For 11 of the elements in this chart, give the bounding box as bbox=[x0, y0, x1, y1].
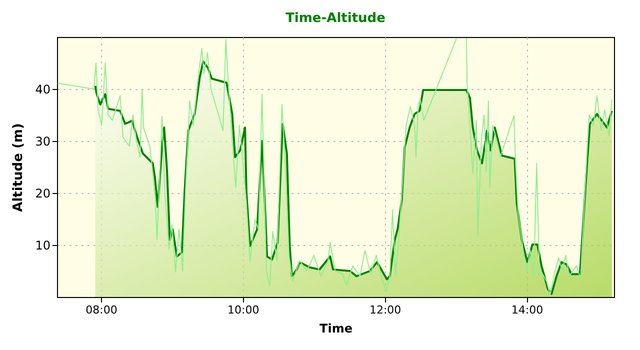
y-tick-label: 20 bbox=[35, 186, 50, 200]
x-axis-title: Time bbox=[320, 322, 352, 336]
y-tick-label: 30 bbox=[35, 134, 50, 148]
y-tick-label: 10 bbox=[35, 238, 50, 252]
x-tick-label: 10:00 bbox=[228, 304, 260, 316]
x-tick-label: 12:00 bbox=[369, 304, 402, 316]
chart-title: Time-Altitude bbox=[286, 11, 386, 26]
x-tick-label: 14:00 bbox=[511, 304, 544, 316]
x-tick-label: 08:00 bbox=[86, 304, 118, 316]
y-axis-title: Altitude (m) bbox=[11, 123, 26, 212]
y-tick-label: 40 bbox=[35, 82, 50, 96]
